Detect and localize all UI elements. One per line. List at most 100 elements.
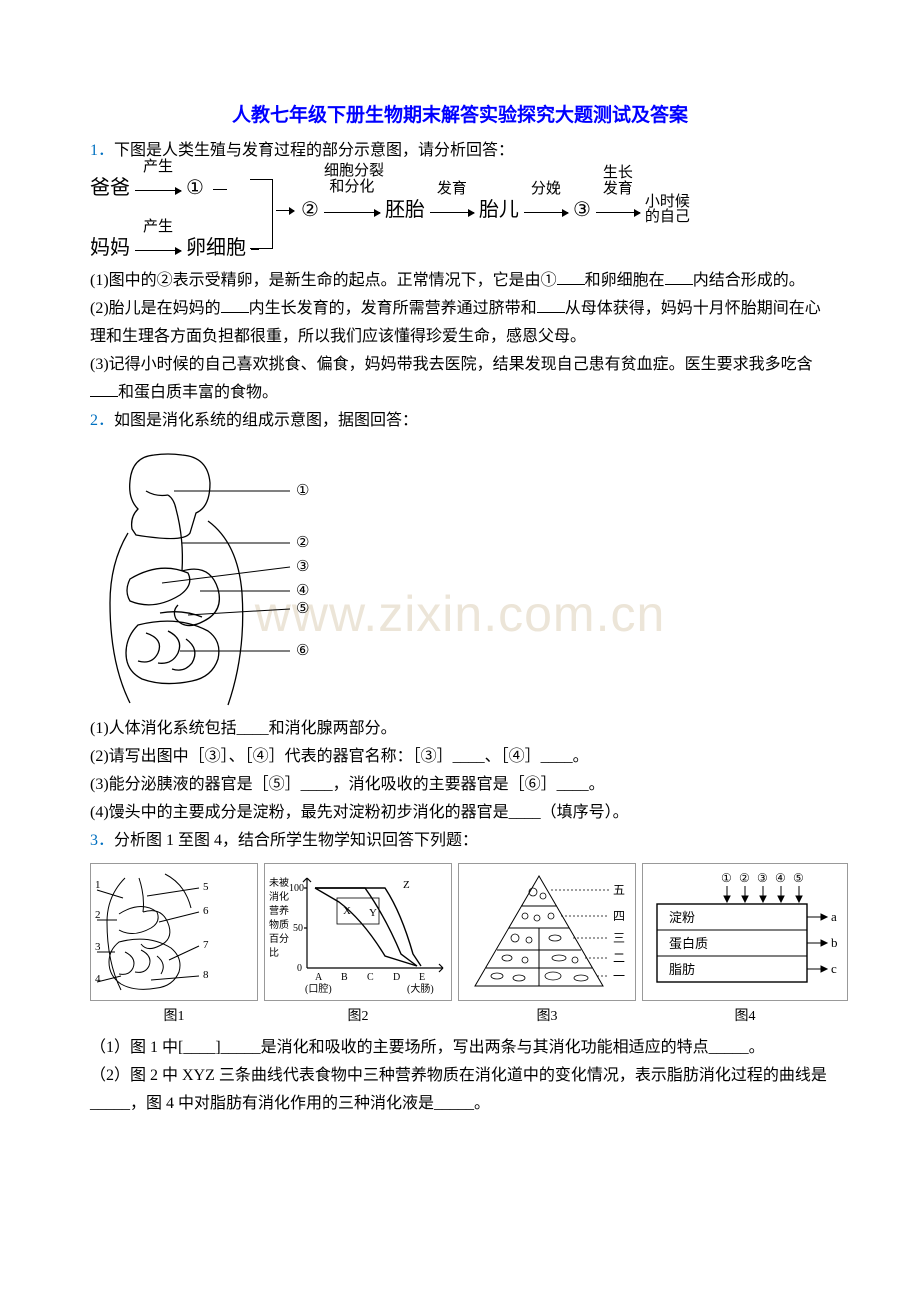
blank bbox=[221, 296, 249, 313]
q3-intro: 3．分析图 1 至图 4，结合所学生物学知识回答下列题： bbox=[90, 827, 830, 855]
svg-text:淀粉: 淀粉 bbox=[669, 910, 695, 925]
svg-text:C: C bbox=[367, 972, 374, 983]
svg-text:7: 7 bbox=[203, 939, 209, 951]
q2-p2: (2)请写出图中［③］、［④］代表的器官名称：［③］____、［④］____。 bbox=[90, 743, 830, 771]
q1-p2a: (2)胎儿是在妈妈的 bbox=[90, 300, 221, 317]
fig4-cap: 图4 bbox=[642, 1005, 848, 1030]
svg-text:5: 5 bbox=[203, 881, 209, 893]
flow-birth: 分娩 bbox=[524, 176, 568, 202]
page-title: 人教七年级下册生物期末解答实验探究大题测试及答案 bbox=[90, 100, 830, 127]
svg-text:A: A bbox=[315, 972, 323, 983]
q1-number: 1． bbox=[90, 142, 114, 159]
svg-text:①: ① bbox=[721, 871, 732, 885]
blank bbox=[537, 296, 565, 313]
flow-dev: 发育 bbox=[430, 176, 474, 202]
q3-number: 3． bbox=[90, 832, 114, 849]
blank bbox=[665, 268, 693, 285]
q1-p3: (3)记得小时候的自己喜欢挑食、偏食，妈妈带我去医院，结果发现自己患有贫血症。医… bbox=[90, 351, 830, 407]
flow-embryo: 胚胎 bbox=[385, 199, 425, 221]
svg-text:⑥: ⑥ bbox=[296, 643, 309, 659]
q1-p3b: 和蛋白质丰富的食物。 bbox=[118, 384, 278, 401]
q2-p1: (1)人体消化系统包括____和消化腺两部分。 bbox=[90, 715, 830, 743]
svg-text:X: X bbox=[343, 905, 351, 917]
svg-text:E: E bbox=[419, 972, 425, 983]
q3-p2: （2）图 2 中 XYZ 三条曲线代表食物中三种营养物质在消化道中的变化情况，表… bbox=[90, 1062, 830, 1118]
svg-text:④: ④ bbox=[296, 583, 309, 599]
q2-figure: ① ② ③ ④ ⑤ ⑥ bbox=[90, 443, 350, 713]
svg-text:①: ① bbox=[296, 483, 309, 499]
svg-text:二: 二 bbox=[613, 951, 625, 965]
svg-text:③: ③ bbox=[757, 871, 768, 885]
flow-3: ③ bbox=[573, 199, 591, 221]
svg-text:百分: 百分 bbox=[269, 933, 289, 945]
blank bbox=[557, 268, 585, 285]
svg-text:营养: 营养 bbox=[269, 904, 289, 917]
svg-text:4: 4 bbox=[95, 973, 101, 985]
svg-text:50: 50 bbox=[293, 923, 303, 934]
svg-text:(口腔): (口腔) bbox=[305, 982, 332, 995]
blank bbox=[90, 380, 118, 397]
svg-text:D: D bbox=[393, 972, 400, 983]
svg-text:⑤: ⑤ bbox=[296, 601, 309, 617]
svg-text:c: c bbox=[831, 961, 837, 976]
svg-text:B: B bbox=[341, 972, 348, 983]
svg-text:五: 五 bbox=[613, 883, 625, 897]
svg-text:b: b bbox=[831, 935, 838, 950]
svg-text:未被: 未被 bbox=[269, 876, 289, 889]
fig4-box: ① ② ③ ④ ⑤ bbox=[642, 863, 848, 1001]
flow-mom: 妈妈 bbox=[90, 237, 130, 259]
svg-text:⑤: ⑤ bbox=[793, 871, 804, 885]
svg-text:2: 2 bbox=[95, 909, 101, 921]
q1-p3a: (3)记得小时候的自己喜欢挑食、偏食，妈妈带我去医院，结果发现自己患有贫血症。医… bbox=[90, 356, 813, 373]
flow-fetus: 胎儿 bbox=[479, 199, 519, 221]
flow-grow: 生长发育 bbox=[596, 166, 640, 198]
flow-dad: 爸爸 bbox=[90, 177, 130, 199]
flow-bracket bbox=[250, 179, 273, 249]
q1-p2: (2)胎儿是在妈妈的内生长发育的，发育所需营养通过脐带和从母体获得，妈妈十月怀胎… bbox=[90, 295, 830, 351]
svg-text:(大肠): (大肠) bbox=[407, 982, 434, 995]
flow-produce-1: 产生 bbox=[135, 154, 181, 180]
q1-flow-diagram: 爸爸 产生 ① 妈妈 产生 卵细胞 ② 细胞分裂和分化 胚胎 发 bbox=[90, 171, 830, 261]
svg-text:四: 四 bbox=[613, 909, 625, 923]
q3-figures: 1 2 3 4 5 6 7 8 图1 bbox=[90, 863, 830, 1030]
flow-split: 细胞分裂和分化 bbox=[324, 164, 380, 196]
fig1-box: 1 2 3 4 5 6 7 8 bbox=[90, 863, 258, 1001]
q2-p3: (3)能分泌胰液的器官是［⑤］____，消化吸收的主要器官是［⑥］____。 bbox=[90, 771, 830, 799]
svg-text:6: 6 bbox=[203, 905, 209, 917]
fig1-cap: 图1 bbox=[90, 1005, 258, 1030]
svg-text:④: ④ bbox=[775, 871, 786, 885]
q2-intro-text: 如图是消化系统的组成示意图，据图回答： bbox=[114, 412, 418, 429]
svg-text:Y: Y bbox=[369, 907, 377, 919]
svg-text:消化: 消化 bbox=[269, 890, 289, 903]
fig2-cap: 图2 bbox=[264, 1005, 452, 1030]
fig2-box: 未被 消化 营养 物质 百分 比 bbox=[264, 863, 452, 1001]
q2-p4: (4)馒头中的主要成分是淀粉，最先对淀粉初步消化的器官是____（填序号）。 bbox=[90, 799, 830, 827]
q3-intro-text: 分析图 1 至图 4，结合所学生物学知识回答下列题： bbox=[114, 832, 478, 849]
svg-text:3: 3 bbox=[95, 941, 101, 953]
svg-text:三: 三 bbox=[613, 931, 625, 945]
fig3-cap: 图3 bbox=[458, 1005, 636, 1030]
flow-circle-1: ① bbox=[186, 177, 204, 199]
svg-text:脂肪: 脂肪 bbox=[669, 962, 695, 977]
svg-text:③: ③ bbox=[296, 559, 309, 575]
flow-2: ② bbox=[301, 199, 319, 221]
svg-text:②: ② bbox=[296, 535, 309, 551]
svg-text:蛋白质: 蛋白质 bbox=[669, 936, 708, 951]
q1-p1b: 和卵细胞在 bbox=[585, 272, 665, 289]
q2-number: 2． bbox=[90, 412, 114, 429]
q1-p1c: 内结合形成的。 bbox=[693, 272, 805, 289]
svg-text:0: 0 bbox=[297, 963, 302, 974]
q1-intro: 1．下图是人类生殖与发育过程的部分示意图，请分析回答： bbox=[90, 137, 830, 165]
flow-child: 小时候的自己 bbox=[645, 195, 690, 227]
q3-p1: （1）图 1 中[____]_____是消化和吸收的主要场所，写出两条与其消化功… bbox=[90, 1034, 830, 1062]
q2-intro: 2．如图是消化系统的组成示意图，据图回答： bbox=[90, 407, 830, 435]
q1-p1: (1)图中的②表示受精卵，是新生命的起点。正常情况下，它是由① 和卵细胞在 内结合形… bbox=[90, 267, 830, 295]
svg-text:物质: 物质 bbox=[269, 918, 289, 931]
flow-egg: 卵细胞 bbox=[186, 237, 246, 259]
svg-text:8: 8 bbox=[203, 969, 209, 981]
q1-p2b: 内生长发育的，发育所需营养通过脐带和 bbox=[249, 300, 537, 317]
q1-p1a: (1)图中的②表示受精卵，是新生命的起点。正常情况下，它是由① bbox=[90, 272, 557, 289]
svg-text:一: 一 bbox=[613, 969, 625, 983]
flow-mid: ② 细胞分裂和分化 胚胎 发育 胎儿 分娩 ③ 生长发育 小时候的自己 bbox=[274, 193, 690, 229]
svg-text:1: 1 bbox=[95, 879, 101, 891]
